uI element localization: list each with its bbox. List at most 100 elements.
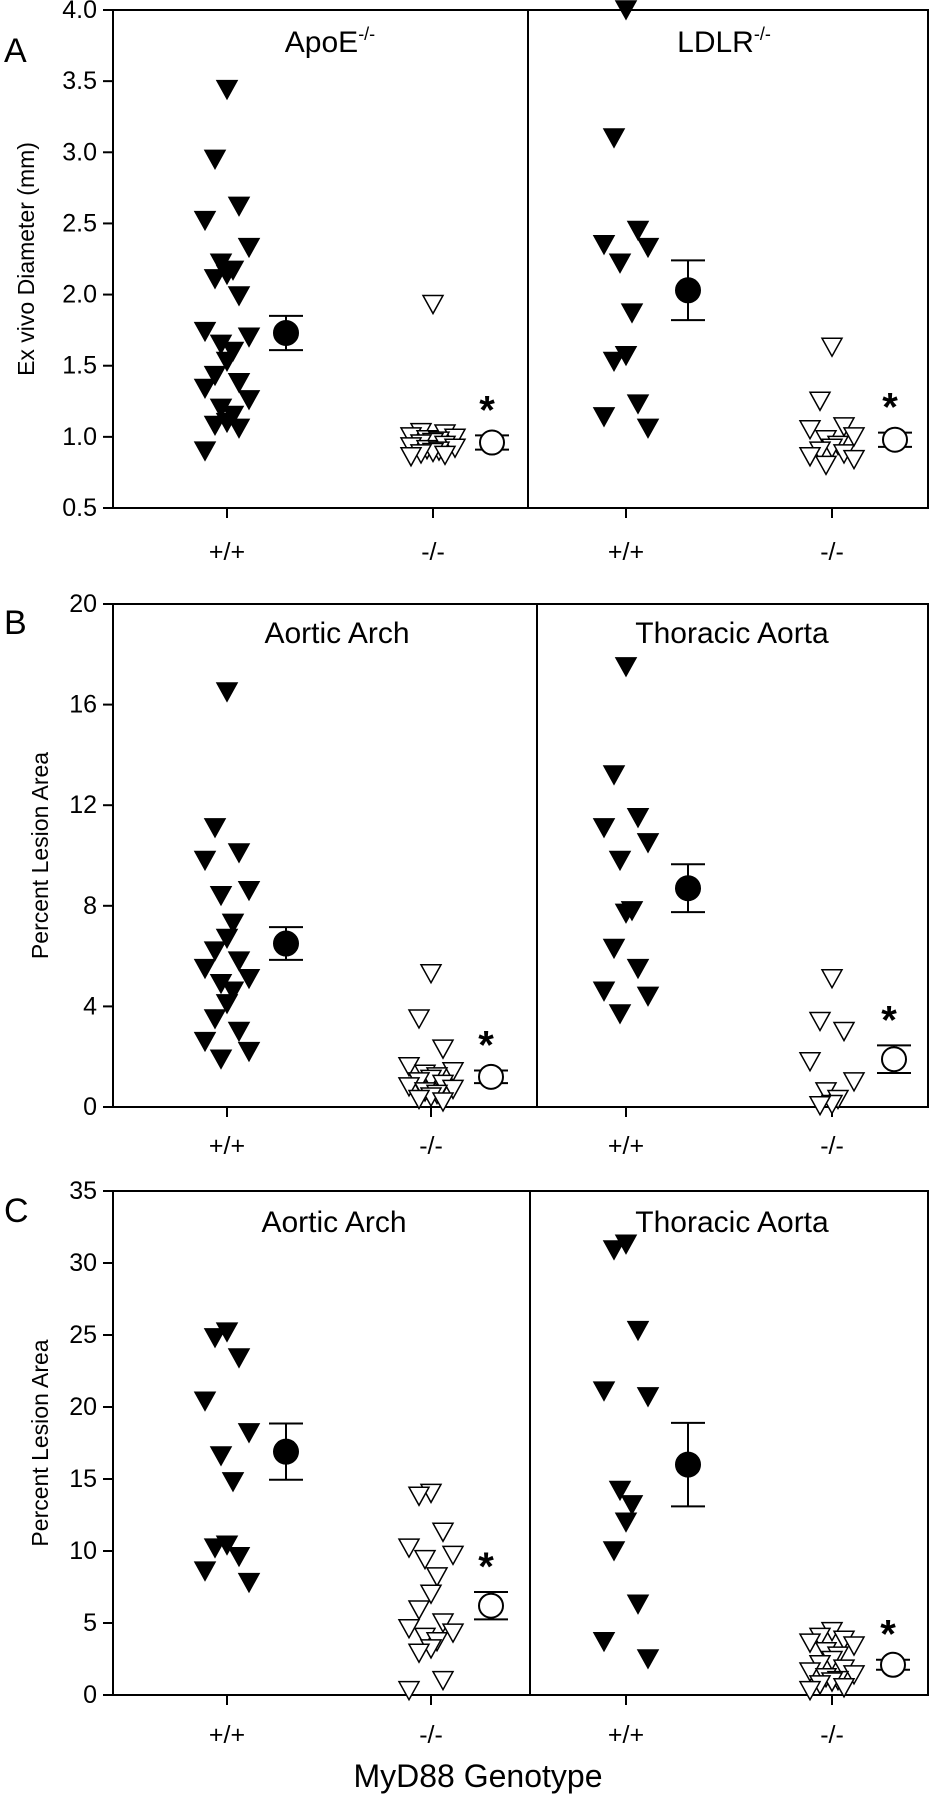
panel-c: C 0 5 10 15 20 25 30 35 Percent Lesion Area Aortic… bbox=[4, 1177, 929, 1749]
data-point bbox=[413, 1549, 437, 1571]
x-tick-label: +/+ bbox=[209, 538, 245, 566]
y-tick-label: 2.0 bbox=[62, 281, 97, 309]
subpanel-title: Thoracic Aorta bbox=[635, 617, 829, 650]
data-point bbox=[808, 1095, 832, 1117]
mean-marker bbox=[675, 1451, 701, 1478]
subpanel-title-superscript: -/- bbox=[358, 24, 375, 44]
data-point bbox=[602, 351, 626, 372]
data-point bbox=[602, 1541, 626, 1562]
group-knockout: -/- * bbox=[798, 968, 911, 1160]
data-point bbox=[592, 981, 616, 1002]
y-tick-label: 16 bbox=[69, 691, 97, 719]
x-tick-label: +/+ bbox=[608, 1721, 644, 1749]
data-point bbox=[608, 1004, 632, 1025]
subpanel-1: ApoE-/-+/+ -/-* bbox=[193, 24, 509, 566]
data-point bbox=[221, 1472, 245, 1493]
subpanel-title-text: LDLR bbox=[677, 26, 754, 59]
y-tick-label: 12 bbox=[69, 791, 97, 819]
mean-marker bbox=[882, 426, 908, 453]
y-tick-label: 20 bbox=[69, 590, 97, 618]
data-point bbox=[203, 818, 227, 839]
group-wildtype: +/+ bbox=[193, 1322, 303, 1749]
mean-marker bbox=[478, 1063, 504, 1090]
group-knockout: -/- * bbox=[798, 1613, 910, 1749]
data-point bbox=[237, 237, 261, 259]
x-tick-label: -/- bbox=[421, 538, 445, 566]
data-point bbox=[608, 253, 632, 274]
subpanel-1: Aortic Arch +/+ -/- * bbox=[193, 1206, 508, 1749]
data-point bbox=[203, 149, 227, 170]
data-point bbox=[203, 1009, 227, 1030]
data-point bbox=[832, 417, 856, 438]
data-point bbox=[614, 1512, 638, 1533]
mean-marker bbox=[880, 1651, 906, 1678]
data-point bbox=[193, 378, 217, 400]
data-point bbox=[798, 1633, 822, 1654]
data-point bbox=[203, 415, 227, 437]
subpanel-title-text: ApoE bbox=[285, 26, 358, 59]
data-point bbox=[431, 1613, 455, 1634]
data-point bbox=[215, 682, 239, 703]
data-point bbox=[820, 968, 844, 990]
x-tick-label: -/- bbox=[820, 1721, 844, 1749]
subpanel-title-text: Thoracic Aorta bbox=[635, 617, 829, 650]
subpanel-title: ApoE-/- bbox=[285, 24, 375, 59]
subpanel-title-text: Aortic Arch bbox=[264, 617, 409, 650]
data-point bbox=[407, 1643, 431, 1664]
data-point bbox=[227, 1021, 251, 1043]
subpanel-title-text: Aortic Arch bbox=[261, 1206, 406, 1239]
data-point bbox=[421, 294, 445, 316]
mean-marker bbox=[675, 875, 701, 902]
data-point bbox=[626, 220, 650, 242]
data-point bbox=[407, 1009, 431, 1030]
data-point bbox=[614, 657, 638, 678]
group-wildtype: +/+ bbox=[592, 657, 705, 1160]
data-point bbox=[433, 445, 457, 466]
data-point bbox=[798, 447, 822, 468]
data-point bbox=[602, 1240, 626, 1261]
data-point bbox=[237, 390, 261, 411]
data-point bbox=[227, 843, 251, 864]
data-point bbox=[237, 1572, 261, 1594]
data-point bbox=[227, 418, 251, 439]
data-point bbox=[237, 1041, 261, 1063]
data-point bbox=[798, 419, 822, 441]
data-point bbox=[620, 303, 644, 324]
data-point bbox=[431, 1522, 455, 1543]
y-axis-label: Percent Lesion Area bbox=[27, 752, 53, 959]
panel-letter: B bbox=[4, 604, 27, 642]
data-point bbox=[419, 963, 443, 985]
significance-star: * bbox=[880, 1613, 896, 1657]
data-point bbox=[227, 1348, 251, 1369]
significance-star: * bbox=[882, 386, 898, 430]
x-tick-label: -/- bbox=[820, 1132, 844, 1160]
data-point bbox=[798, 1051, 822, 1073]
data-point bbox=[636, 237, 660, 259]
data-point bbox=[832, 1021, 856, 1043]
data-point bbox=[602, 938, 626, 960]
subpanel-2: LDLR-/-+/+ -/-* bbox=[592, 0, 912, 566]
mean-marker bbox=[479, 429, 505, 456]
data-point bbox=[602, 765, 626, 786]
data-point bbox=[842, 449, 866, 471]
x-tick-label: +/+ bbox=[209, 1132, 245, 1160]
subpanel-title: LDLR-/- bbox=[677, 24, 771, 59]
data-point bbox=[431, 1670, 455, 1692]
data-point bbox=[842, 427, 866, 448]
plot-frame bbox=[112, 9, 929, 509]
data-point bbox=[397, 1538, 421, 1559]
data-point bbox=[227, 286, 251, 307]
data-point bbox=[397, 1680, 421, 1702]
data-point bbox=[808, 391, 832, 412]
data-point bbox=[193, 321, 217, 343]
group-knockout: -/- * bbox=[397, 1483, 508, 1749]
mean-marker bbox=[273, 1438, 299, 1465]
y-tick-label: 8 bbox=[83, 892, 97, 920]
x-tick-label: -/- bbox=[419, 1721, 443, 1749]
data-point bbox=[209, 885, 233, 907]
panel-a: A 0.5 1.0 1.5 2.0 2.5 3.0 3.5 4.0 Ex vivo Diamete… bbox=[4, 0, 929, 566]
data-point bbox=[614, 0, 638, 21]
x-axis-label: MyD88 Genotype bbox=[353, 1758, 602, 1794]
y-tick-label: 25 bbox=[69, 1321, 97, 1349]
data-point bbox=[221, 981, 245, 1002]
